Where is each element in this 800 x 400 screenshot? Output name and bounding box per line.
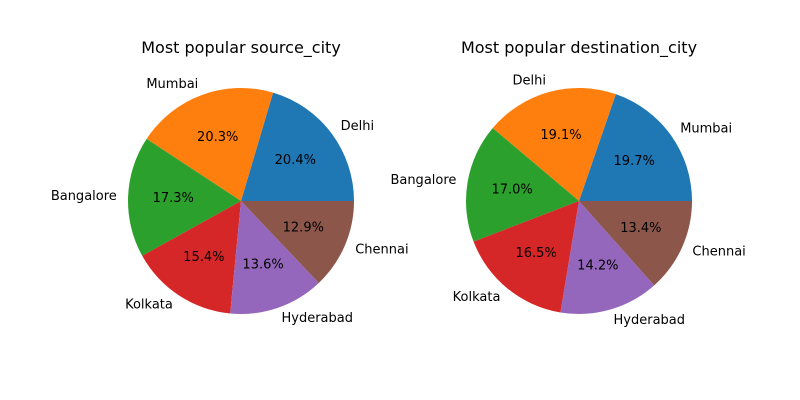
destination-city-slice-kolkata — [473, 201, 579, 313]
destination-city-percent-label-bangalore: 17.0% — [491, 182, 532, 197]
source-city-percent-label-mumbai: 20.3% — [197, 130, 238, 145]
source-city-category-label-delhi: Delhi — [341, 119, 374, 134]
source-city-chart-title: Most popular source_city — [141, 38, 341, 58]
source-city-percent-label-delhi: 20.4% — [275, 153, 316, 168]
destination-city-slice-mumbai — [579, 94, 692, 201]
destination-city-category-label-delhi: Delhi — [512, 74, 545, 89]
destination-city-category-label-mumbai: Mumbai — [680, 121, 732, 136]
source-city-category-label-bangalore: Bangalore — [51, 189, 117, 204]
destination-city-slices — [465, 87, 692, 314]
source-city-slice-mumbai — [146, 88, 274, 201]
destination-city-slice-hyderabad — [560, 201, 655, 314]
destination-city-percent-label-kolkata: 16.5% — [516, 246, 557, 261]
destination-city-percent-label-chennai: 13.4% — [620, 221, 661, 236]
source-city-percent-label-kolkata: 15.4% — [183, 250, 224, 265]
source-city-percent-label-hyderabad: 13.6% — [242, 258, 283, 273]
destination-city-chart-title: Most popular destination_city — [461, 38, 697, 58]
source-city-slice-kolkata — [142, 201, 241, 314]
source-city-slice-bangalore — [128, 138, 241, 256]
source-city-slice-delhi — [241, 92, 354, 201]
destination-city-slice-delhi — [492, 87, 616, 201]
source-city-pie-chart: Most popular source_city 20.4% Delhi 20.3%… — [51, 38, 409, 326]
source-city-labels: 20.4% Delhi 20.3% Mumbai 17.3% Bangalore 15.4%… — [51, 77, 409, 326]
destination-city-category-label-bangalore: Bangalore — [390, 173, 456, 188]
source-city-slice-chennai — [241, 201, 354, 283]
destination-city-slice-bangalore — [465, 128, 579, 242]
source-city-slices — [128, 88, 354, 314]
destination-city-labels: 19.7% Mumbai 19.1% Delhi 17.0% Bangalore 16.5%… — [390, 74, 745, 328]
destination-city-percent-label-hyderabad: 14.2% — [577, 259, 618, 274]
source-city-category-label-chennai: Chennai — [355, 243, 408, 258]
source-city-category-label-mumbai: Mumbai — [146, 77, 198, 92]
destination-city-percent-label-delhi: 19.1% — [540, 128, 581, 143]
source-city-category-label-kolkata: Kolkata — [125, 297, 173, 312]
destination-city-category-label-chennai: Chennai — [692, 244, 745, 259]
destination-city-slice-chennai — [579, 201, 692, 286]
source-city-slice-hyderabad — [230, 201, 319, 314]
destination-city-pie-chart: Most popular destination_city 19.7% Mumba… — [390, 38, 745, 328]
source-city-category-label-hyderabad: Hyderabad — [281, 311, 353, 326]
destination-city-percent-label-mumbai: 19.7% — [614, 154, 655, 169]
source-city-percent-label-chennai: 12.9% — [283, 220, 324, 235]
destination-city-category-label-hyderabad: Hyderabad — [614, 313, 686, 328]
destination-city-category-label-kolkata: Kolkata — [453, 290, 501, 305]
source-city-percent-label-bangalore: 17.3% — [153, 191, 194, 206]
